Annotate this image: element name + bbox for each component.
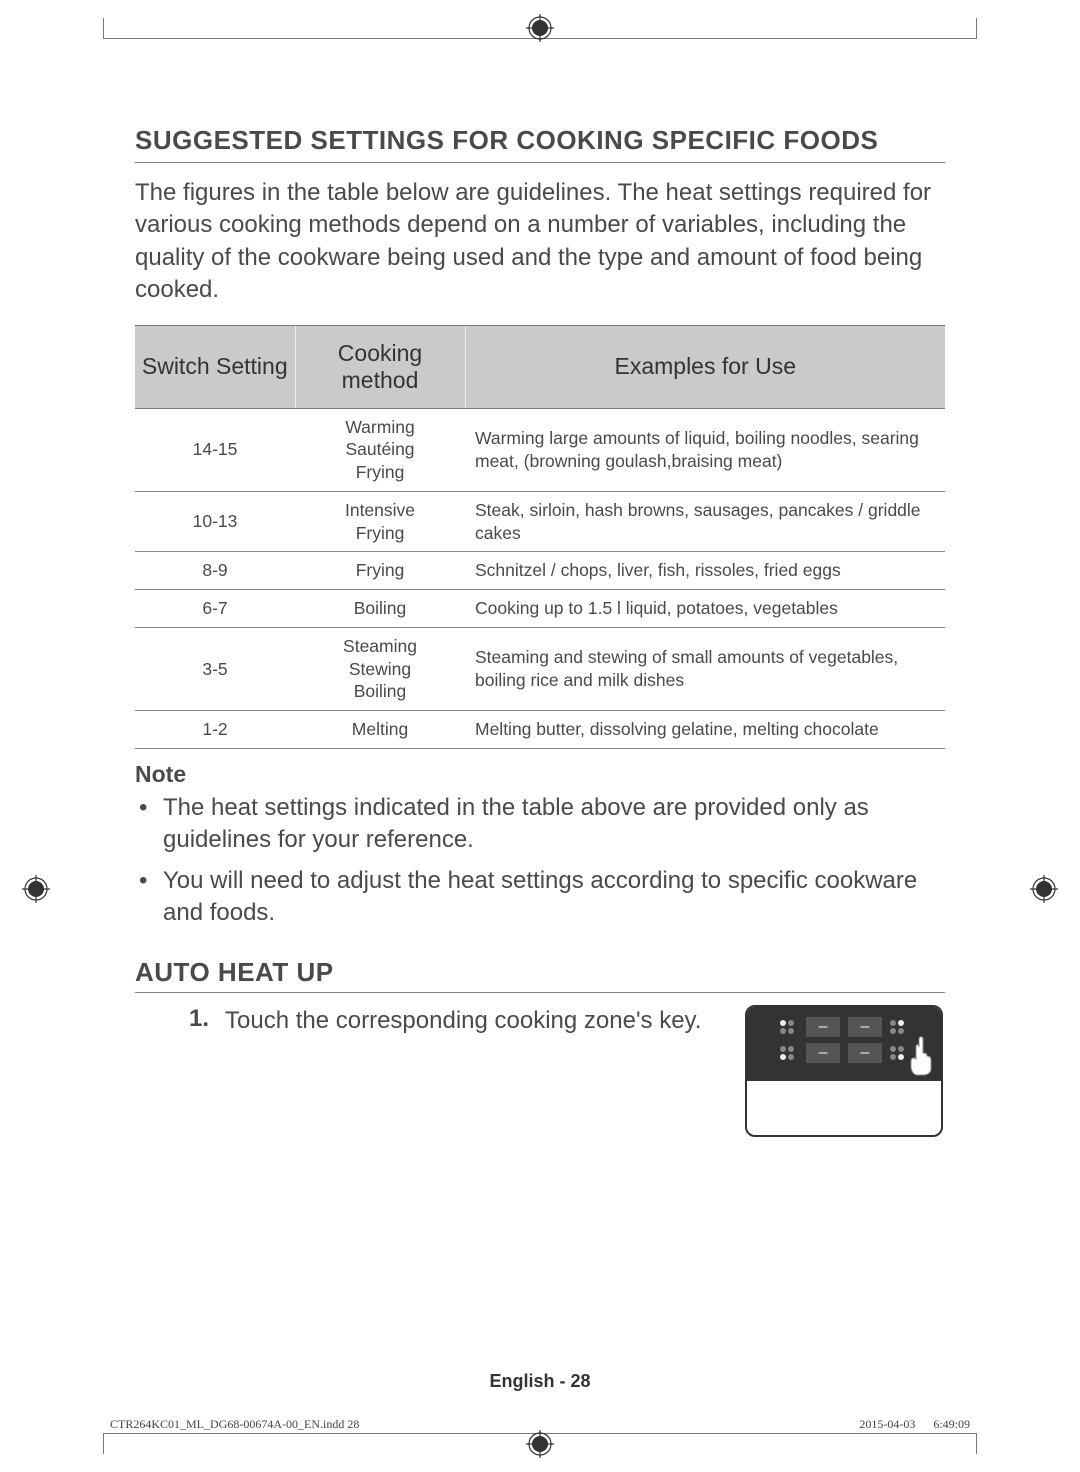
registration-mark-icon — [1030, 875, 1058, 903]
step-row: 1. Touch the corresponding cooking zone'… — [135, 1005, 945, 1137]
cell-examples: Schnitzel / chops, liver, fish, rissoles… — [465, 552, 945, 590]
cell-cooking-method: SteamingStewingBoiling — [295, 627, 465, 710]
control-panel-illustration: –– –– — [745, 1005, 943, 1137]
registration-mark-icon — [22, 875, 50, 903]
table-row: 1-2MeltingMelting butter, dissolving gel… — [135, 711, 945, 749]
step-number: 1. — [189, 1005, 217, 1033]
table-header: Examples for Use — [465, 325, 945, 408]
table-row: 10-13IntensiveFryingSteak, sirloin, hash… — [135, 491, 945, 552]
cell-cooking-method: IntensiveFrying — [295, 491, 465, 552]
note-list: The heat settings indicated in the table… — [135, 792, 945, 930]
table-row: 3-5SteamingStewingBoilingSteaming and st… — [135, 627, 945, 710]
table-row: 14-15WarmingSautéingFryingWarming large … — [135, 408, 945, 491]
registration-mark-icon — [526, 1430, 554, 1458]
cell-examples: Steaming and stewing of small amounts of… — [465, 627, 945, 710]
cell-examples: Cooking up to 1.5 l liquid, potatoes, ve… — [465, 590, 945, 628]
footer-timestamp: 2015-04-03 6:49:09 — [859, 1417, 970, 1432]
intro-paragraph: The figures in the table below are guide… — [135, 177, 945, 307]
cell-examples: Melting butter, dissolving gelatine, mel… — [465, 711, 945, 749]
cell-switch-setting: 14-15 — [135, 408, 295, 491]
cell-examples: Warming large amounts of liquid, boiling… — [465, 408, 945, 491]
table-header: Switch Setting — [135, 325, 295, 408]
cell-switch-setting: 8-9 — [135, 552, 295, 590]
page-content: SUGGESTED SETTINGS FOR COOKING SPECIFIC … — [135, 125, 945, 1137]
crop-mark — [103, 1434, 104, 1454]
table-row: 8-9FryingSchnitzel / chops, liver, fish,… — [135, 552, 945, 590]
footer-filename: CTR264KC01_ML_DG68-00674A-00_EN.indd 28 — [110, 1417, 359, 1432]
cell-switch-setting: 3-5 — [135, 627, 295, 710]
cell-cooking-method: Frying — [295, 552, 465, 590]
cell-switch-setting: 1-2 — [135, 711, 295, 749]
settings-table: Switch Setting Cooking method Examples f… — [135, 325, 945, 749]
crop-mark — [976, 18, 977, 38]
cell-switch-setting: 6-7 — [135, 590, 295, 628]
section-heading: AUTO HEAT UP — [135, 957, 945, 993]
registration-mark-icon — [526, 14, 554, 42]
crop-mark — [976, 1434, 977, 1454]
section-heading: SUGGESTED SETTINGS FOR COOKING SPECIFIC … — [135, 125, 945, 163]
table-row: 6-7BoilingCooking up to 1.5 l liquid, po… — [135, 590, 945, 628]
step-text: Touch the corresponding cooking zone's k… — [225, 1005, 745, 1037]
cell-switch-setting: 10-13 — [135, 491, 295, 552]
note-item: You will need to adjust the heat setting… — [163, 865, 945, 930]
cell-examples: Steak, sirloin, hash browns, sausages, p… — [465, 491, 945, 552]
cell-cooking-method: WarmingSautéingFrying — [295, 408, 465, 491]
note-heading: Note — [135, 761, 945, 788]
note-item: The heat settings indicated in the table… — [163, 792, 945, 857]
cell-cooking-method: Melting — [295, 711, 465, 749]
cell-cooking-method: Boiling — [295, 590, 465, 628]
finger-touch-icon — [905, 1033, 935, 1077]
table-header: Cooking method — [295, 325, 465, 408]
crop-mark — [103, 18, 104, 38]
footer-language-page: English - 28 — [0, 1371, 1080, 1392]
